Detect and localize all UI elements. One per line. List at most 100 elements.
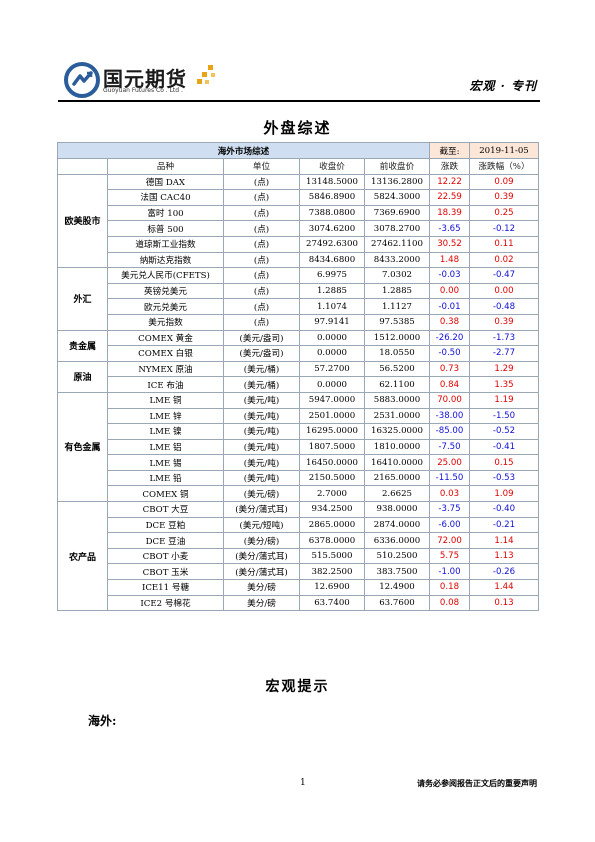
category-label: 农产品 [57,501,108,612]
unit-cell: 美分/磅 [223,579,300,596]
header-divider [58,100,540,102]
table-row: LME 镍 (美元/吨) 16295.0000 16325.0000 -85.00 -0.… [58,423,539,440]
table-row: LME 锡 (美元/吨) 16450.0000 16410.0000 25.00 0.15 [58,454,539,471]
table-row: CBOT 小麦 (美分/蒲式耳) 515.5000 510.2500 5.75 1.13 [58,547,539,565]
table-row: 美元指数 (点) 97.9141 97.5385 0.38 0.39 [58,313,539,331]
change-value: 72.00 [429,532,470,549]
close-price: 1.1074 [299,298,365,315]
unit-cell: (美元/盎司) [223,329,300,347]
change-percent: -0.48 [469,298,539,315]
close-price: 16450.0000 [299,454,365,471]
unit-cell: (美元/短吨) [223,516,300,534]
category-label: 贵金属 [57,329,108,362]
change-percent: 0.11 [469,235,539,253]
prev-close: 5883.0000 [364,391,430,409]
change-value: 0.38 [429,313,470,331]
change-value: -6.00 [429,516,470,534]
section-title: 宏观提示 [265,679,330,695]
unit-cell: (美元/吨) [223,469,300,487]
table-row: COMEX 白银 (美元/盎司) 0.0000 18.0550 -0.50 -2.77 [58,345,539,362]
prev-close: 1512.0000 [364,329,430,347]
instrument-name: COMEX 白银 [107,345,224,362]
unit-cell: (点) [223,298,300,315]
category-label: 原油 [57,360,108,393]
change-value: -0.03 [429,267,470,284]
page-title: 外盘综述 [263,119,332,137]
column-header: 单位 [223,158,300,175]
subsection-title: 海外: [88,714,117,728]
instrument-name: CBOT 玉米 [107,563,224,581]
change-percent: -1.73 [469,329,539,347]
category-label: 外汇 [57,267,108,331]
change-percent: 1.29 [469,360,539,378]
close-price: 3074.6200 [299,220,365,237]
instrument-name: LME 镍 [107,423,224,440]
instrument-name: 英镑兑美元 [107,282,224,300]
change-percent: 0.09 [469,173,539,191]
table-row: 原油 NYMEX 原油 (美元/桶) 57.2700 56.5200 0.73 1.29 [57,360,539,393]
prev-close: 2.6625 [364,485,430,503]
unit-cell: (美元/吨) [223,391,300,409]
instrument-name: 美元指数 [107,313,224,331]
instrument-name: LME 铜 [107,391,224,409]
prev-close: 7369.6900 [364,204,430,222]
prev-close: 383.7500 [364,563,430,581]
column-header: 品种 [107,158,224,175]
close-price: 27492.6300 [299,235,365,253]
date-label: 截至: [429,142,470,159]
change-percent: -0.47 [469,267,539,284]
table-row: LME 铝 (美元/吨) 1807.5000 1810.0000 -7.50 -0.41 [58,438,539,456]
instrument-name: LME 锡 [107,454,224,471]
change-value: 12.22 [429,173,470,191]
change-percent: -2.77 [469,345,539,362]
change-percent: 0.39 [469,189,539,206]
prev-close: 510.2500 [364,547,430,565]
change-percent: -0.40 [469,501,539,518]
unit-cell: (美分/蒲式耳) [223,563,300,581]
close-price: 16295.0000 [299,423,365,440]
unit-cell: (美元/吨) [223,407,300,425]
table-row: 欧美股市 德国 DAX (点) 13148.5000 13136.2800 12.22 0.… [57,173,539,269]
close-price: 63.7400 [299,594,365,612]
table-main-title: 海外市场综述 [57,142,430,159]
instrument-name: 法国 CAC40 [107,189,224,206]
change-percent: -0.53 [469,469,539,487]
prev-close: 2531.0000 [364,407,430,425]
change-value: 0.08 [429,594,470,612]
unit-cell: (点) [223,204,300,222]
instrument-name: COMEX 铜 [107,485,224,503]
change-percent: -0.21 [469,516,539,534]
instrument-name: 标普 500 [107,220,224,237]
close-price: 0.0000 [299,345,365,362]
prev-close: 8433.2000 [364,251,430,269]
unit-cell: (点) [223,189,300,206]
table-row: 标普 500 (点) 3074.6200 3078.2700 -3.65 -0.12 [58,220,539,237]
close-price: 382.2500 [299,563,365,581]
column-header: 收盘价 [299,158,365,175]
logo-dots-icon [197,65,215,84]
prev-close: 7.0302 [364,267,430,284]
table-row: LME 铅 (美元/吨) 2150.5000 2165.0000 -11.50 -0.53 [58,469,539,487]
change-value: -11.50 [429,469,470,487]
unit-cell: (美元/磅) [223,485,300,503]
instrument-name: 美元兑人民币(CFETS) [107,267,224,284]
close-price: 934.2500 [299,501,365,518]
instrument-name: COMEX 黄金 [107,329,224,347]
close-price: 0.0000 [299,376,365,393]
change-value: -85.00 [429,423,470,440]
change-value: -3.65 [429,220,470,237]
change-value: 25.00 [429,454,470,471]
change-value: 30.52 [429,235,470,253]
column-header: 涨跌幅（%） [469,158,539,175]
change-value: 0.73 [429,360,470,378]
instrument-name: 富时 100 [107,204,224,222]
change-value: 0.00 [429,282,470,300]
instrument-name: DCE 豆粕 [107,516,224,534]
table-row: 有色金属 LME 铜 (美元/吨) 5947.0000 5883.0000 70.00 1.… [57,391,539,503]
column-header-blank [57,158,108,175]
prev-close: 56.5200 [364,360,430,378]
close-price: 57.2700 [299,360,365,378]
prev-close: 2874.0000 [364,516,430,534]
unit-cell: (美元/桶) [223,376,300,393]
unit-cell: (点) [223,220,300,237]
